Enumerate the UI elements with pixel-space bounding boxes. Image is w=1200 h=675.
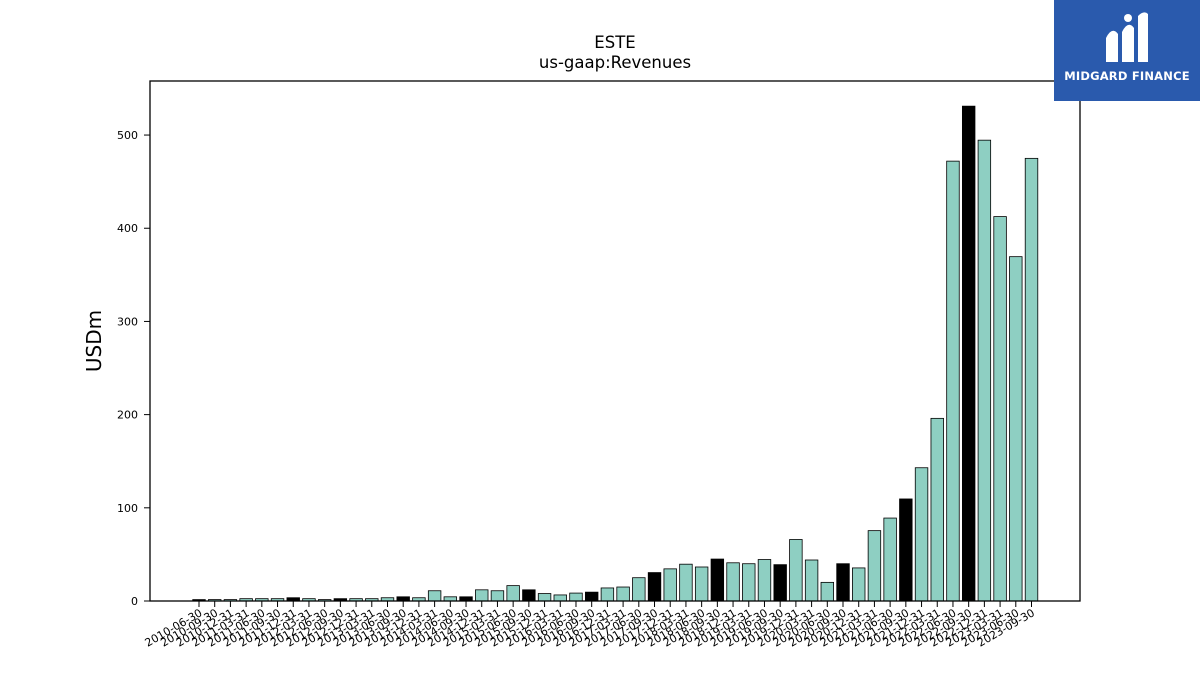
bar-2018-03-31 — [679, 563, 693, 602]
bar-2015-09-30 — [522, 589, 536, 602]
bar-2022-06-30 — [946, 160, 960, 602]
bar-2019-06-30 — [757, 559, 772, 602]
bar-2020-06-30 — [820, 581, 834, 602]
bar-series — [192, 105, 1039, 602]
bar-2018-12-31 — [726, 562, 740, 602]
bar-2019-12-31 — [789, 539, 803, 602]
bar-2019-03-31 — [742, 563, 756, 602]
logo-text: MIDGARD FINANCE — [1064, 69, 1190, 83]
bar-2021-12-31 — [914, 467, 929, 602]
x-axis-ticks: 2010-06-302010-09-302010-12-312011-03-31… — [143, 601, 1037, 650]
bar-2018-09-30 — [710, 558, 725, 602]
bar-2016-12-31 — [600, 587, 615, 602]
bar-2023-06-30 — [1009, 256, 1023, 602]
bar-2015-06-30 — [506, 585, 520, 602]
bar-2022-12-31 — [977, 139, 992, 602]
bar-2015-03-31 — [490, 590, 505, 602]
y-tick-label: 200 — [117, 409, 138, 422]
bar-2020-03-31 — [804, 559, 819, 602]
bar-2016-03-31 — [553, 594, 567, 602]
chart-title: ESTE — [594, 33, 635, 52]
plot-frame — [149, 80, 1081, 602]
y-tick-label: 0 — [131, 595, 138, 608]
bar-2021-03-31 — [867, 530, 882, 602]
bar-2022-03-31 — [930, 417, 944, 602]
bar-2014-12-31 — [475, 589, 489, 602]
bar-2020-12-31 — [852, 567, 866, 602]
bar-2023-09-30 — [1024, 157, 1039, 602]
midgard-finance-logo: MIDGARD FINANCE — [1054, 0, 1200, 101]
bar-2022-09-30 — [961, 105, 976, 602]
bar-2014-03-31 — [427, 590, 442, 602]
bar-2016-06-30 — [569, 592, 583, 602]
bar-2019-09-30 — [773, 564, 787, 602]
bar-2021-06-30 — [883, 517, 897, 602]
bar-2016-09-30 — [585, 591, 599, 602]
bar-2023-03-31 — [993, 216, 1007, 602]
y-axis-ticks: 0 100 200 300 400 500 — [117, 129, 150, 608]
y-tick-label: 500 — [117, 129, 138, 142]
bar-2017-06-30 — [632, 577, 646, 602]
bar-2021-09-30 — [899, 498, 913, 602]
y-tick-label: 100 — [117, 502, 138, 515]
y-axis-label: USDm — [82, 310, 106, 372]
bar-2017-03-31 — [616, 586, 630, 602]
chart-subtitle: us-gaap:Revenues — [539, 53, 691, 72]
bar-2017-12-31 — [663, 568, 677, 602]
midgard-logo-mark-icon — [1106, 12, 1148, 62]
y-tick-label: 300 — [117, 315, 138, 328]
y-tick-label: 400 — [117, 222, 138, 235]
bar-2020-09-30 — [836, 563, 850, 602]
bar-2018-06-30 — [694, 566, 709, 602]
bar-2017-09-30 — [647, 572, 662, 602]
bar-2015-12-31 — [537, 593, 552, 602]
